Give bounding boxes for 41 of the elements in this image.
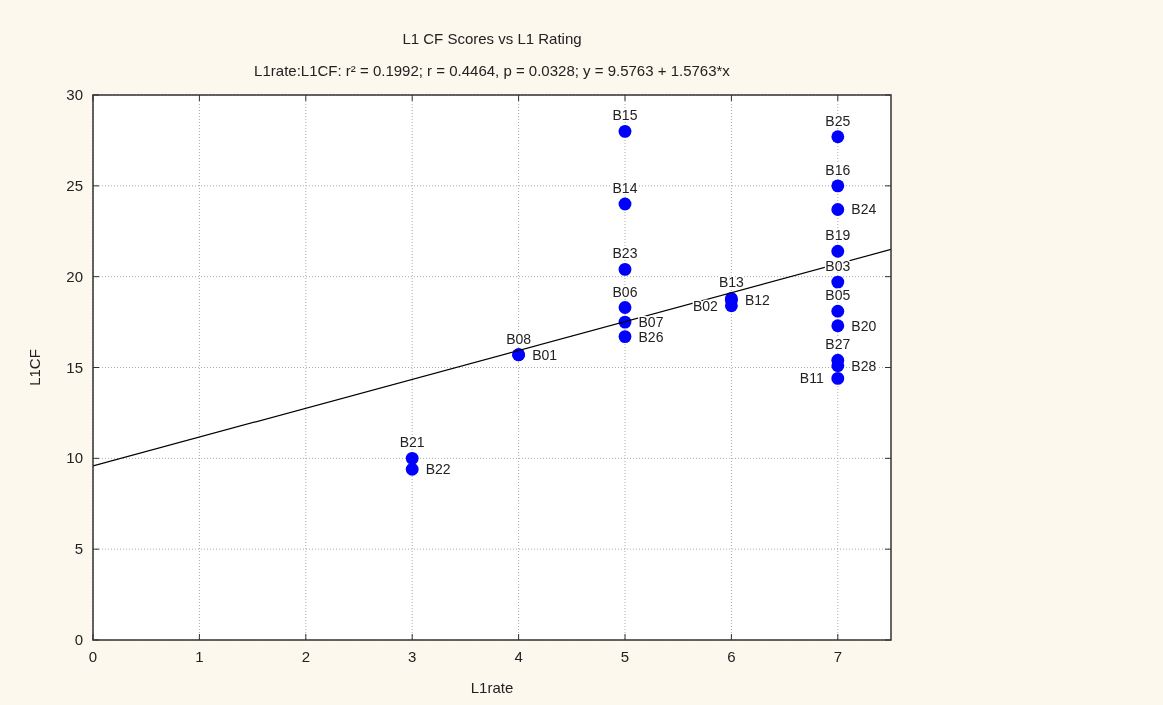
x-tick-label: 7: [833, 648, 842, 665]
y-tick-label: 30: [66, 86, 83, 103]
y-tick-label: 0: [74, 631, 83, 648]
annotation: B14: [612, 180, 638, 196]
y-tick-label: 10: [66, 449, 83, 467]
y-axis-title: L1CF: [26, 349, 43, 386]
annotation: B20: [851, 317, 877, 334]
y-tick-label: 5: [74, 540, 83, 558]
x-axis-title: L1rate: [470, 679, 514, 696]
annotation: B16: [825, 161, 851, 178]
annotation: B24: [851, 201, 877, 218]
annotation: B22: [425, 461, 451, 478]
x-tick-label: 0: [88, 648, 98, 665]
annotation: B13: [718, 274, 745, 291]
chart-title: L1 CF Scores vs L1 Rating: [402, 30, 582, 47]
annotation: B06: [612, 283, 638, 300]
annotation: B05: [825, 287, 851, 304]
y-tick-label: 20: [66, 267, 83, 285]
annotation: B12: [744, 292, 771, 309]
x-tick-label: 6: [727, 648, 736, 665]
x-tick-label: 3: [408, 648, 417, 665]
annotation: B11: [799, 370, 824, 387]
annotation: B15: [612, 107, 638, 124]
y-tick-label: 15: [66, 358, 83, 376]
y-tick-label: 25: [66, 176, 83, 194]
x-tick-label: 1: [195, 648, 204, 665]
annotation: B28: [851, 357, 877, 374]
x-tick-label: 2: [301, 648, 310, 665]
annotation: B21: [399, 434, 425, 451]
x-tick-label: 4: [514, 648, 523, 665]
x-tick-label: 5: [620, 648, 630, 665]
chart-subtitle: L1rate:L1CF: r² = 0.1992; r = 0.4464, p = 0.0328; y = 9.5763 + 1.5763*x: [254, 62, 731, 79]
annotation: B23: [612, 245, 638, 262]
annotation: B01: [532, 346, 558, 363]
annotation: B19: [825, 227, 851, 244]
annotation: B27: [825, 336, 851, 353]
annotation: B08: [506, 330, 532, 347]
annotation: B25: [825, 112, 851, 129]
annotation: B02: [692, 297, 719, 314]
annotation: B07: [638, 314, 664, 331]
annotation: B26: [638, 328, 664, 345]
